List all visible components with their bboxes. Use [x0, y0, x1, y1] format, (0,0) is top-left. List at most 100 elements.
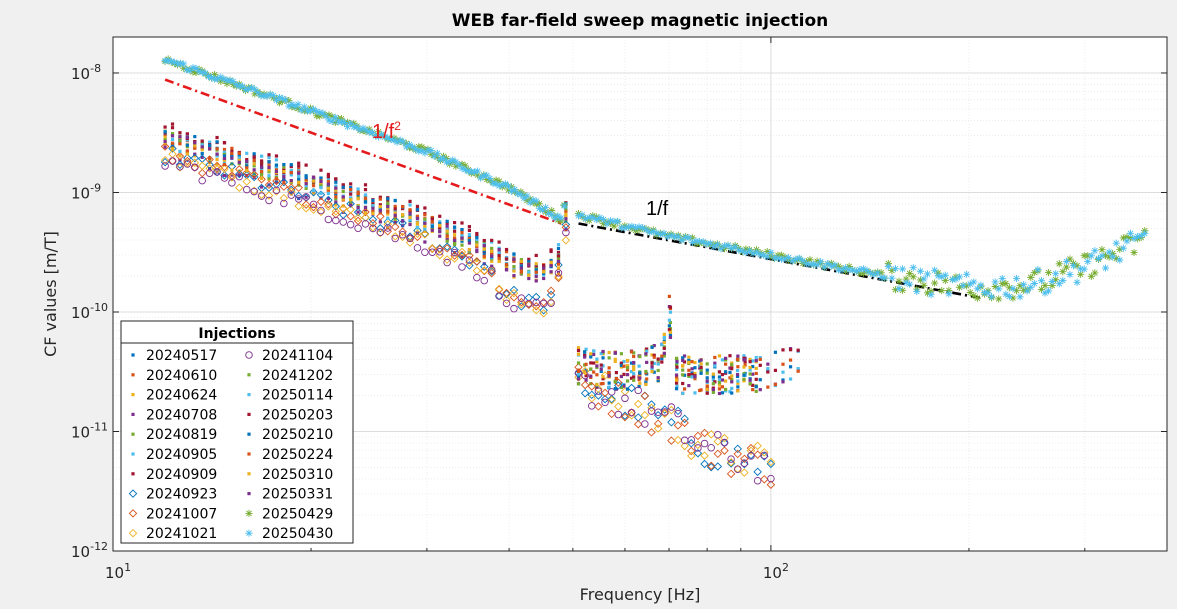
data-point	[230, 162, 234, 166]
data-point	[526, 199, 534, 207]
data-point	[418, 143, 426, 151]
data-point	[363, 205, 368, 210]
data-point	[267, 153, 271, 157]
data-point	[384, 224, 392, 232]
data-point	[349, 188, 353, 192]
data-point	[580, 380, 590, 390]
data-point	[758, 357, 762, 361]
data-point	[334, 203, 338, 207]
data-point	[583, 350, 587, 354]
y-tick-label: 10-11	[71, 420, 108, 441]
data-point	[275, 99, 284, 107]
data-point	[564, 208, 568, 212]
data-point	[687, 436, 696, 444]
data-point	[705, 387, 709, 392]
data-point	[1066, 255, 1074, 263]
data-point	[687, 358, 691, 363]
data-point	[638, 381, 642, 385]
data-point	[316, 207, 326, 217]
data-point	[580, 366, 590, 376]
data-point	[693, 391, 697, 395]
data-point	[378, 209, 382, 213]
data-point	[495, 182, 503, 190]
data-point	[267, 160, 271, 164]
data-point	[973, 294, 981, 302]
data-point	[160, 142, 170, 151]
data-point	[390, 222, 400, 232]
data-point	[991, 282, 999, 291]
data-point	[304, 186, 308, 191]
data-point	[606, 217, 615, 225]
data-point	[711, 378, 715, 382]
data-point	[576, 375, 581, 379]
data-point	[238, 82, 247, 90]
data-point	[301, 203, 311, 213]
data-point	[512, 269, 516, 273]
data-point	[650, 361, 654, 365]
data-point	[700, 439, 709, 448]
data-point	[595, 383, 599, 387]
data-point	[279, 182, 289, 191]
data-point	[347, 120, 355, 128]
data-point	[548, 206, 556, 215]
data-point	[539, 309, 548, 318]
data-point	[852, 267, 860, 275]
data-point	[460, 221, 464, 225]
data-point	[1034, 265, 1042, 274]
data-point	[195, 67, 203, 75]
data-point	[693, 377, 697, 381]
data-point	[736, 389, 740, 393]
data-point	[183, 156, 192, 166]
data-point	[693, 440, 703, 450]
data-point	[235, 183, 244, 192]
data-point	[408, 210, 412, 214]
data-point	[452, 236, 457, 240]
data-point	[736, 365, 740, 369]
data-point	[438, 220, 442, 224]
data-point	[562, 228, 570, 237]
data-point	[309, 200, 318, 209]
data-point	[487, 266, 496, 275]
data-point	[758, 363, 762, 367]
data-point	[349, 203, 353, 207]
data-point	[398, 227, 407, 237]
data-point	[346, 199, 355, 208]
data-point	[916, 267, 924, 275]
data-point	[687, 446, 696, 456]
data-point	[781, 370, 785, 374]
data-point	[252, 168, 256, 172]
data-point	[353, 213, 363, 223]
data-point	[674, 356, 679, 360]
data-point	[966, 280, 974, 288]
legend-entry-label: 20250430	[262, 526, 333, 542]
data-point	[753, 467, 762, 477]
legend-entry: 20241104	[245, 348, 333, 364]
data-point	[473, 167, 482, 175]
data-point	[788, 377, 793, 381]
data-point	[168, 157, 177, 165]
data-point	[482, 252, 486, 256]
data-point	[556, 250, 561, 255]
data-point	[660, 229, 668, 237]
data-point	[1059, 268, 1067, 276]
data-point	[450, 254, 459, 263]
data-point	[267, 156, 271, 160]
legend-entry-label: 20240909	[146, 467, 217, 483]
data-point	[230, 173, 234, 177]
data-point	[1002, 279, 1010, 288]
reference-line-label: 1/f2	[372, 119, 401, 143]
data-point	[178, 142, 182, 146]
data-point	[430, 228, 434, 232]
data-point	[235, 169, 244, 179]
data-point	[482, 244, 486, 248]
data-point	[349, 192, 353, 196]
legend-title: Injections	[198, 326, 275, 342]
data-point	[502, 289, 511, 299]
data-point	[637, 384, 641, 389]
legend-entry-label: 20250224	[262, 447, 333, 463]
data-point	[504, 186, 513, 194]
data-point	[504, 257, 509, 261]
data-point	[574, 373, 583, 382]
data-point	[495, 177, 503, 185]
data-point	[1073, 278, 1081, 286]
